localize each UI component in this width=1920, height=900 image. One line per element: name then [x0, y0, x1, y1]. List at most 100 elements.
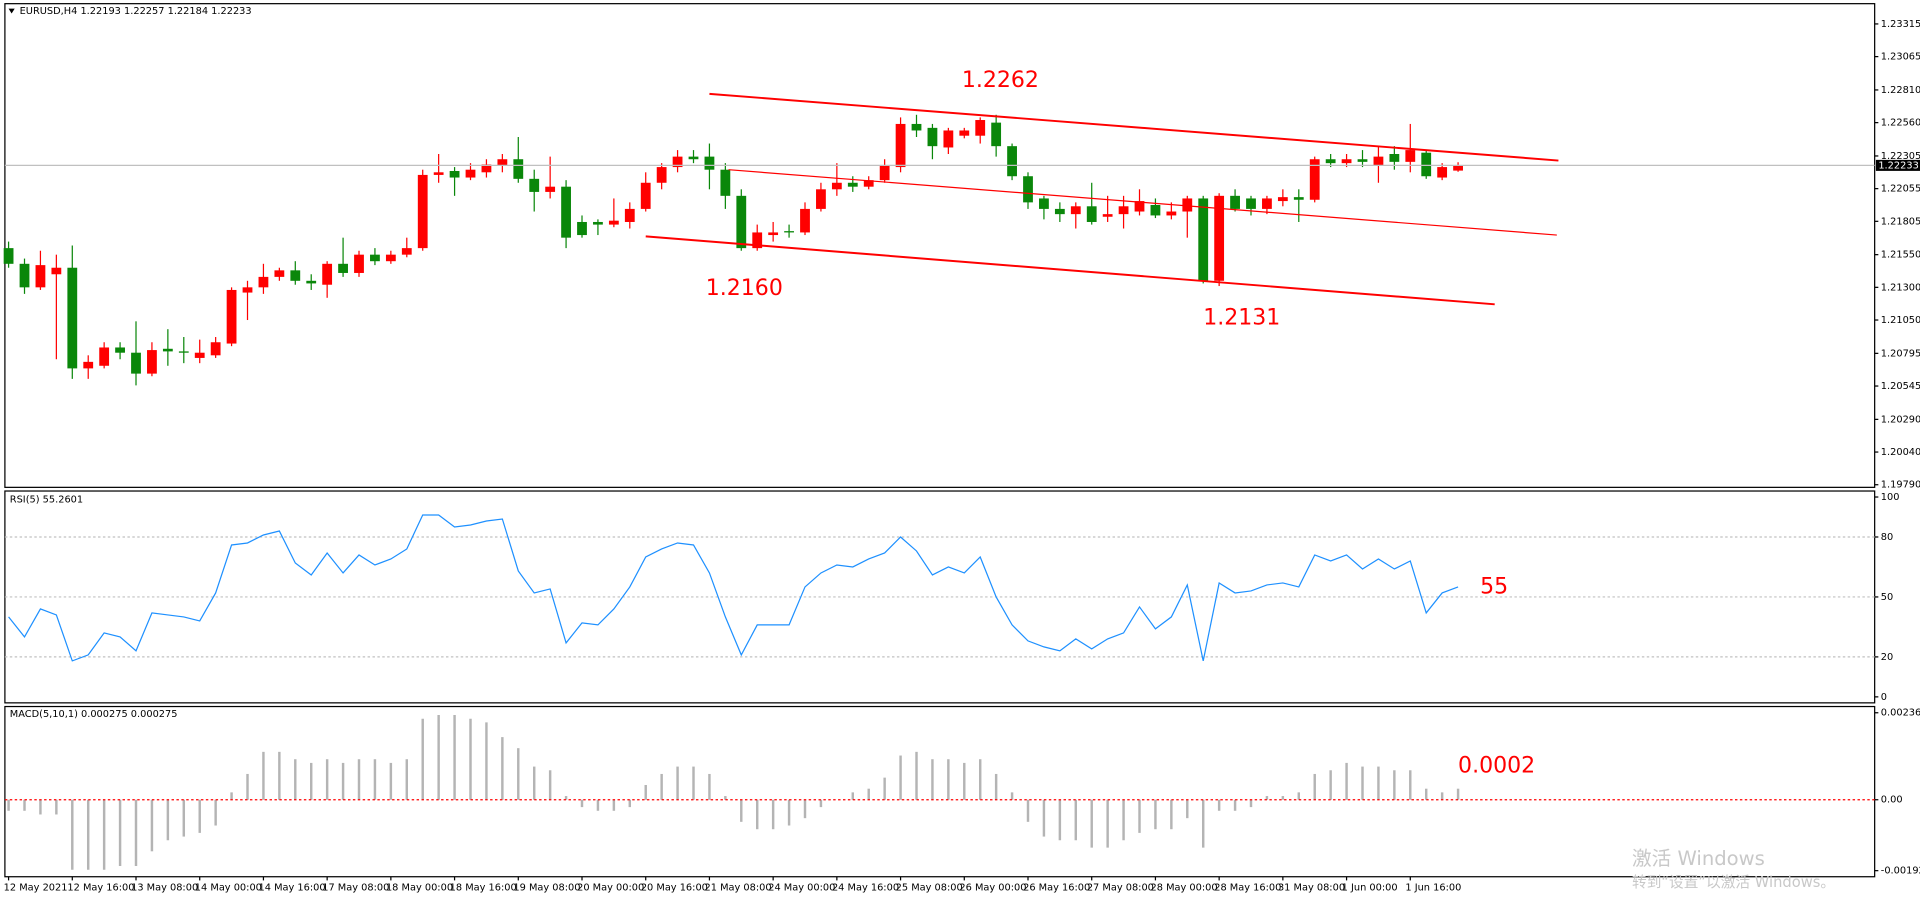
- candle-body: [895, 123, 906, 168]
- candle-body: [831, 182, 842, 190]
- x-tick-label: 1 Jun 00:00: [1342, 883, 1398, 894]
- candle-body: [1214, 195, 1225, 281]
- candle-body: [1039, 198, 1049, 209]
- candle-body: [593, 221, 603, 225]
- candle-body: [35, 265, 46, 288]
- candle-body: [1118, 206, 1129, 215]
- candle-body: [1341, 159, 1352, 164]
- candle-body: [1150, 204, 1161, 216]
- candle-body: [274, 270, 285, 277]
- candle-body: [608, 220, 619, 225]
- candle-body: [1389, 154, 1400, 162]
- candle-body: [656, 167, 667, 183]
- y-tick-label: 1.20290: [1881, 414, 1920, 425]
- candle-body: [1023, 176, 1033, 203]
- annotation: 1.2160: [706, 276, 783, 301]
- y-tick-label: 1.23065: [1881, 52, 1920, 63]
- candle-body: [1453, 165, 1463, 171]
- macd-panel: [4, 705, 1876, 878]
- candle-body: [306, 280, 317, 284]
- x-tick-label: 27 May 08:00: [1087, 883, 1154, 894]
- candle-body: [1309, 159, 1320, 200]
- watermark-title: 激活 Windows: [1632, 847, 1765, 870]
- y-tick-label: 1.23315: [1881, 19, 1920, 30]
- candle-body: [481, 164, 492, 173]
- candle-body: [258, 276, 269, 288]
- candle-body: [497, 159, 508, 166]
- candle-body: [640, 182, 651, 209]
- candle-body: [242, 287, 253, 293]
- candle-body: [1437, 167, 1448, 178]
- symbol-menu-arrow[interactable]: [8, 8, 15, 14]
- candle-body: [736, 195, 747, 249]
- y-tick-label: 20: [1881, 652, 1893, 663]
- candle-body: [131, 352, 141, 374]
- x-tick-label: 12 May 16:00: [67, 883, 134, 894]
- candle-body: [752, 232, 763, 249]
- candle-body: [1357, 159, 1368, 162]
- candle-body: [800, 208, 810, 233]
- candle-body: [210, 342, 221, 356]
- channel-line: [709, 92, 1559, 162]
- candle-body: [115, 347, 125, 353]
- candle-body: [991, 122, 1002, 147]
- candle-body: [1102, 214, 1113, 217]
- candle-body: [672, 156, 683, 168]
- candle-body: [449, 170, 460, 178]
- candle-body: [529, 178, 540, 192]
- x-tick-label: 26 May 16:00: [1023, 883, 1090, 894]
- candle-body: [99, 347, 110, 366]
- x-tick-label: 13 May 08:00: [131, 883, 198, 894]
- candle-body: [401, 248, 412, 255]
- channel-line: [728, 169, 1557, 236]
- candle-body: [688, 156, 699, 160]
- y-tick-label: 0.00: [1881, 795, 1903, 806]
- y-tick-label: -0.001925: [1881, 866, 1920, 877]
- candle-body: [1166, 211, 1177, 216]
- y-tick-label: 1.19790: [1881, 480, 1920, 491]
- candle-body: [290, 270, 301, 281]
- candle-body: [545, 186, 556, 192]
- y-tick-label: 1.21050: [1881, 315, 1920, 326]
- bid-label: 1.22233: [1878, 160, 1918, 171]
- candle-body: [1070, 206, 1081, 215]
- candle-body: [1198, 198, 1209, 281]
- x-tick-label: 18 May 16:00: [450, 883, 517, 894]
- candle-body: [67, 267, 78, 369]
- y-tick-label: 0.002361: [1881, 708, 1920, 719]
- y-tick-label: 1.20545: [1881, 381, 1920, 392]
- x-tick-label: 26 May 00:00: [959, 883, 1026, 894]
- candle-body: [863, 180, 874, 187]
- x-tick-label: 20 May 00:00: [577, 883, 644, 894]
- x-tick-label: 24 May 16:00: [832, 883, 899, 894]
- candle-body: [1325, 159, 1336, 164]
- x-tick-label: 24 May 00:00: [768, 883, 835, 894]
- channel-line: [645, 235, 1495, 306]
- x-tick-label: 28 May 00:00: [1151, 883, 1218, 894]
- candle-body: [178, 351, 189, 353]
- y-tick-label: 1.20040: [1881, 447, 1920, 458]
- candle-body: [1405, 150, 1416, 162]
- y-tick-label: 1.20795: [1881, 348, 1920, 359]
- y-tick-label: 50: [1881, 592, 1893, 603]
- candle-body: [162, 348, 173, 352]
- bid-box: [1875, 159, 1920, 171]
- y-tick-label: 1.22560: [1881, 118, 1920, 129]
- candle-body: [354, 254, 364, 273]
- x-tick-label: 12 May 2021: [4, 883, 68, 894]
- candle-body: [1007, 146, 1017, 177]
- x-tick-label: 14 May 16:00: [259, 883, 326, 894]
- y-tick-label: 1.21300: [1881, 282, 1920, 293]
- candle-body: [816, 189, 826, 209]
- y-tick-label: 1.22810: [1881, 85, 1920, 96]
- rsi-line: [8, 514, 1459, 662]
- macd-label: MACD(5,10,1) 0.000275 0.000275: [10, 709, 178, 720]
- candle-body: [147, 350, 157, 374]
- candle-body: [1054, 208, 1065, 215]
- candle-body: [226, 289, 237, 344]
- candle-body: [1293, 197, 1304, 200]
- y-tick-label: 1.21805: [1881, 216, 1920, 227]
- candle-body: [720, 169, 731, 196]
